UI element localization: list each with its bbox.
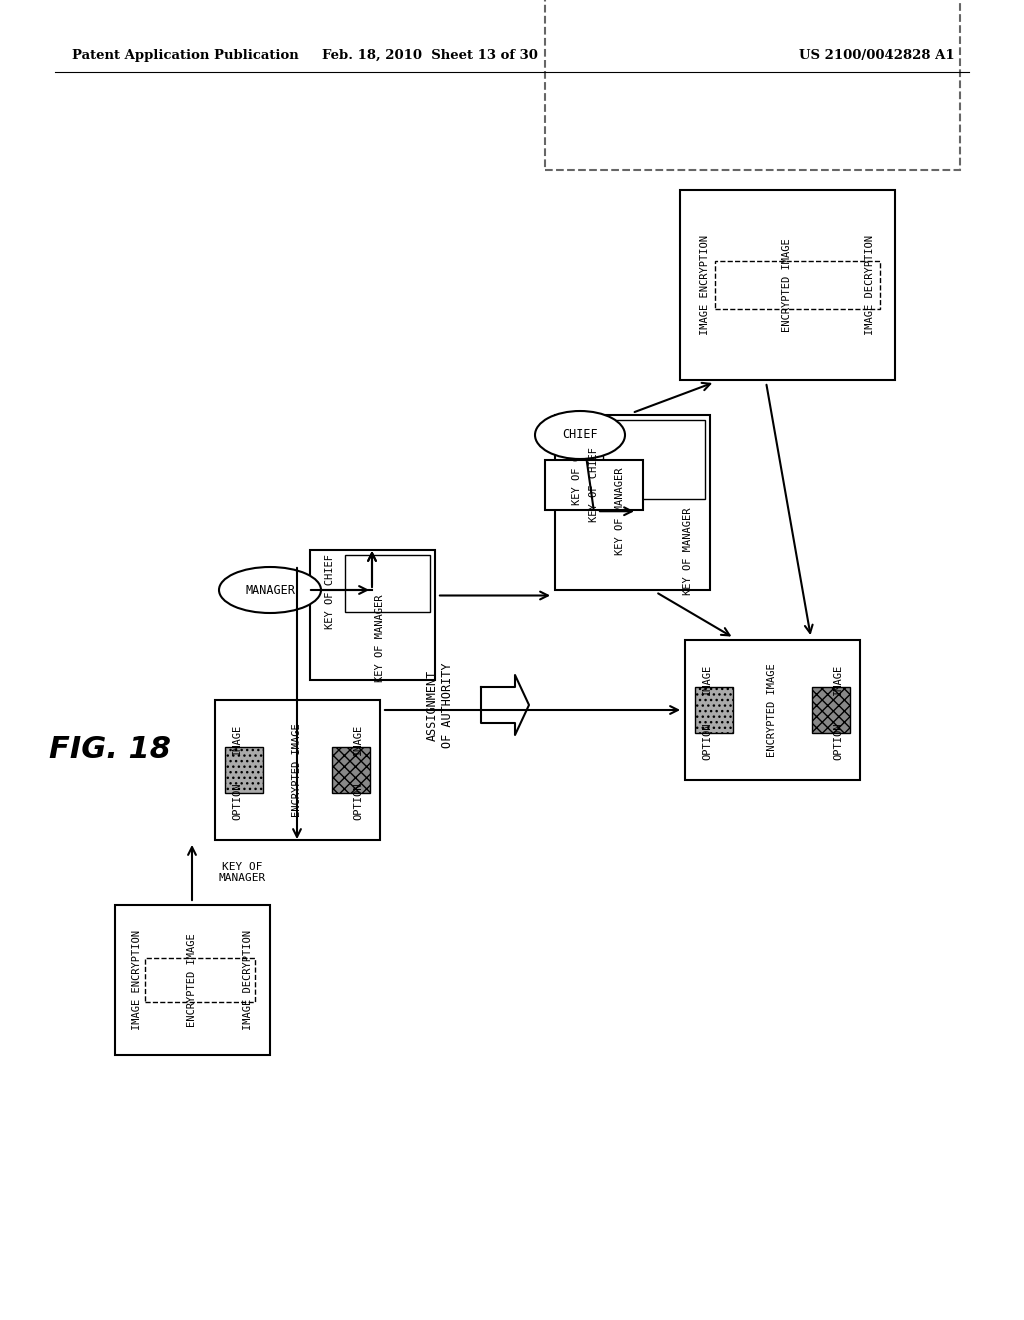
- Text: OPTION: OPTION: [702, 722, 712, 759]
- Text: IMAGE DECRYPTION: IMAGE DECRYPTION: [243, 931, 253, 1030]
- Text: IMAGE: IMAGE: [232, 723, 242, 755]
- Text: KEY OF
MANAGER: KEY OF MANAGER: [218, 862, 265, 883]
- Text: Patent Application Publication: Patent Application Publication: [72, 49, 299, 62]
- Text: IMAGE ENCRYPTION: IMAGE ENCRYPTION: [700, 235, 710, 335]
- Text: ENCRYPTED IMAGE: ENCRYPTED IMAGE: [292, 723, 302, 817]
- Text: KEY OF CHIEF: KEY OF CHIEF: [589, 447, 599, 523]
- Text: CHIEF: CHIEF: [562, 429, 598, 441]
- Bar: [345, 554, 430, 612]
- Bar: [225, 747, 263, 793]
- Bar: [310, 550, 435, 680]
- Text: KEY OF CHIEF: KEY OF CHIEF: [572, 430, 582, 506]
- Bar: [332, 747, 370, 793]
- Bar: [215, 700, 380, 840]
- Text: KEY OF CHIEF: KEY OF CHIEF: [325, 554, 335, 630]
- Bar: [145, 958, 255, 1002]
- Polygon shape: [481, 675, 529, 735]
- Text: IMAGE: IMAGE: [353, 723, 362, 755]
- Text: KEY OF MANAGER: KEY OF MANAGER: [615, 467, 625, 554]
- Ellipse shape: [535, 411, 625, 459]
- Bar: [685, 640, 860, 780]
- Text: IMAGE DECRYPTION: IMAGE DECRYPTION: [865, 235, 874, 335]
- Text: ENCRYPTED IMAGE: ENCRYPTED IMAGE: [767, 663, 777, 756]
- Text: OPTION: OPTION: [353, 781, 362, 820]
- Text: ENCRYPTED IMAGE: ENCRYPTED IMAGE: [187, 933, 197, 1027]
- Text: ASSIGNMENT
OF AUTHORITY: ASSIGNMENT OF AUTHORITY: [426, 663, 454, 747]
- Bar: [545, 0, 961, 170]
- Bar: [715, 261, 880, 309]
- Text: KEY OF MANAGER: KEY OF MANAGER: [683, 508, 693, 595]
- Ellipse shape: [219, 568, 321, 612]
- Bar: [812, 686, 850, 733]
- Text: OPTION: OPTION: [833, 722, 843, 759]
- Bar: [115, 906, 270, 1055]
- Bar: [603, 420, 705, 499]
- Bar: [545, 459, 643, 510]
- Text: IMAGE: IMAGE: [833, 664, 843, 694]
- Text: ENCRYPTED IMAGE: ENCRYPTED IMAGE: [782, 238, 792, 331]
- Bar: [680, 190, 895, 380]
- Text: US 2100/0042828 A1: US 2100/0042828 A1: [800, 49, 955, 62]
- Text: IMAGE: IMAGE: [702, 664, 712, 694]
- Text: OPTION: OPTION: [232, 781, 242, 820]
- Text: KEY OF MANAGER: KEY OF MANAGER: [375, 594, 385, 682]
- Bar: [695, 686, 733, 733]
- Text: FIG. 18: FIG. 18: [49, 735, 171, 764]
- Text: MANAGER: MANAGER: [245, 583, 295, 597]
- Bar: [555, 414, 710, 590]
- Text: IMAGE ENCRYPTION: IMAGE ENCRYPTION: [132, 931, 142, 1030]
- Text: Feb. 18, 2010  Sheet 13 of 30: Feb. 18, 2010 Sheet 13 of 30: [323, 49, 538, 62]
